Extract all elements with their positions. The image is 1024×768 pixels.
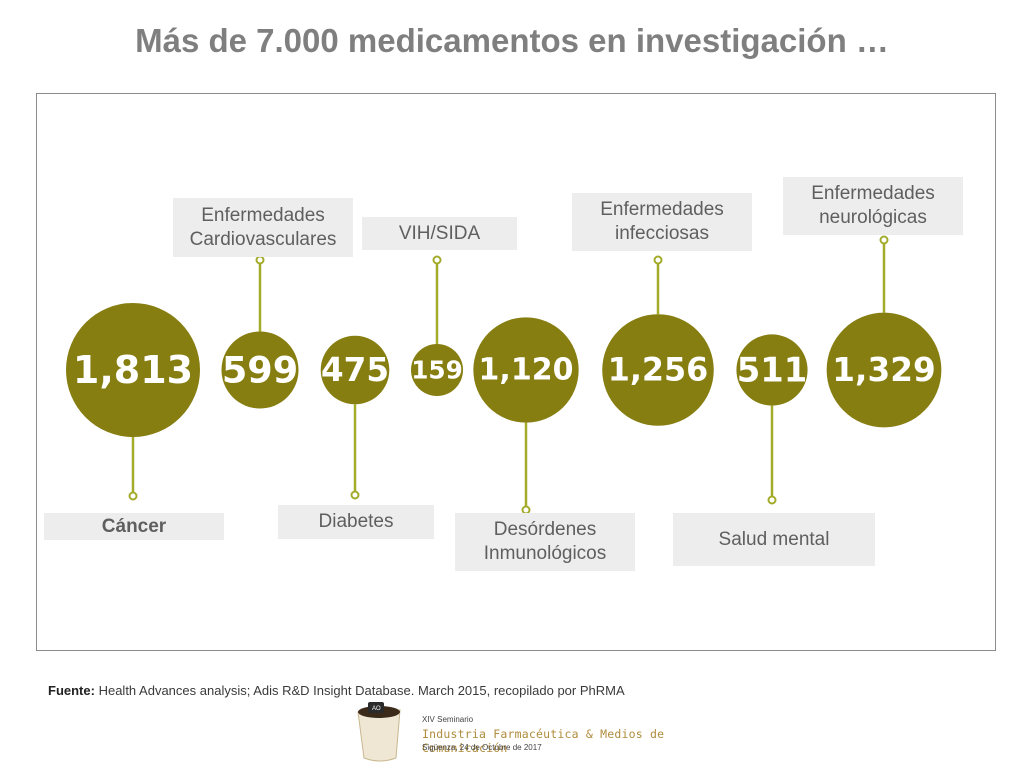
bubble bbox=[320, 335, 390, 405]
bubble-value-label: 1,120 bbox=[479, 353, 574, 388]
stem-end-dot bbox=[255, 255, 265, 265]
bubble-value-label: 1,329 bbox=[832, 351, 935, 389]
bubble bbox=[221, 331, 299, 409]
stem-end-dot bbox=[767, 495, 777, 505]
category-label: Cáncer bbox=[44, 513, 224, 540]
stem-end-dot bbox=[879, 235, 889, 245]
seminar-line2: Industria Farmacéutica & Medios de Comun… bbox=[422, 727, 665, 755]
stem-end-dot bbox=[350, 490, 360, 500]
category-label: VIH/SIDA bbox=[362, 217, 517, 250]
bubble-value-label: 511 bbox=[737, 351, 808, 390]
category-label: Enfermedades neurológicas bbox=[783, 177, 963, 235]
coffee-cup-icon: AO bbox=[357, 702, 401, 762]
bubble bbox=[411, 344, 463, 396]
stem-end-dot bbox=[128, 491, 138, 501]
bubble bbox=[66, 303, 200, 437]
seminar-line3: Sigüenza, 24 de Octubre de 2017 bbox=[422, 743, 542, 752]
bubble-value-label: 1,813 bbox=[73, 348, 193, 392]
category-label: Diabetes bbox=[278, 505, 434, 539]
source-text: Health Advances analysis; Adis R&D Insig… bbox=[98, 683, 625, 698]
bubble-value-label: 1,256 bbox=[608, 352, 709, 389]
bubble-value-label: 159 bbox=[411, 356, 463, 385]
cup-text: AO bbox=[372, 706, 381, 712]
bubble-value-label: 599 bbox=[222, 349, 298, 392]
source-note: Fuente: Health Advances analysis; Adis R… bbox=[48, 683, 625, 698]
stem-end-dot bbox=[653, 255, 663, 265]
bubble bbox=[473, 317, 579, 423]
stem-end-dot bbox=[432, 255, 442, 265]
seminar-line1: XIV Seminario bbox=[422, 715, 474, 724]
seminar-logo: AO XIV Seminario Industria Farmacéutica … bbox=[350, 698, 720, 764]
category-label: Enfermedades infecciosas bbox=[572, 193, 752, 251]
source-prefix: Fuente: bbox=[48, 683, 95, 698]
bubble bbox=[736, 334, 808, 406]
category-label: Enfermedades Cardiovasculares bbox=[173, 198, 353, 257]
bubble-value-label: 475 bbox=[321, 351, 389, 389]
category-label: Salud mental bbox=[673, 513, 875, 566]
category-label: Desórdenes Inmunológicos bbox=[455, 513, 635, 571]
bubble bbox=[826, 312, 942, 428]
bubble bbox=[602, 314, 714, 426]
page-title: Más de 7.000 medicamentos en investigaci… bbox=[135, 22, 889, 59]
